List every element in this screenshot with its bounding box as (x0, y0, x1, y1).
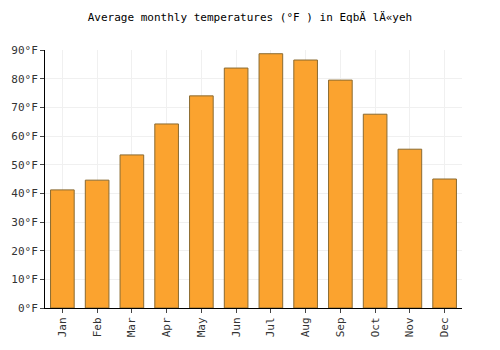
svg-text:80°F: 80°F (11, 73, 38, 86)
svg-text:30°F: 30°F (11, 216, 38, 229)
svg-text:20°F: 20°F (11, 245, 38, 258)
svg-text:70°F: 70°F (11, 101, 38, 114)
svg-text:Nov: Nov (403, 317, 416, 337)
svg-text:50°F: 50°F (11, 159, 38, 172)
svg-text:90°F: 90°F (11, 44, 38, 57)
svg-text:Oct: Oct (369, 317, 382, 337)
svg-text:Average monthly temperatures (: Average monthly temperatures (°F ) in Eq… (88, 11, 413, 24)
svg-text:40°F: 40°F (11, 187, 38, 200)
svg-text:60°F: 60°F (11, 130, 38, 143)
svg-text:Feb: Feb (91, 317, 104, 337)
svg-text:May: May (195, 317, 208, 337)
svg-text:Aug: Aug (299, 317, 312, 337)
svg-text:Jul: Jul (264, 317, 277, 337)
svg-text:Dec: Dec (438, 317, 451, 337)
svg-text:Sep: Sep (334, 317, 347, 337)
svg-text:Jun: Jun (230, 317, 243, 337)
svg-text:Jan: Jan (56, 317, 69, 337)
svg-text:10°F: 10°F (11, 273, 38, 286)
svg-text:0°F: 0°F (18, 302, 38, 315)
svg-text:Mar: Mar (125, 317, 138, 337)
svg-text:Apr: Apr (160, 317, 173, 337)
